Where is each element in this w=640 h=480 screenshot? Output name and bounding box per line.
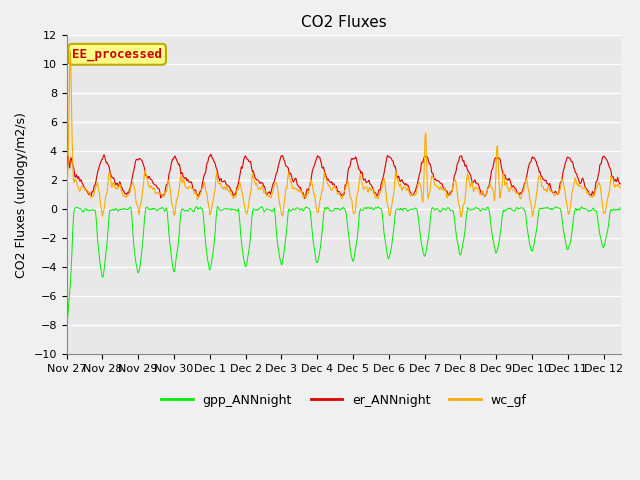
Text: EE_processed: EE_processed (72, 48, 162, 61)
Y-axis label: CO2 Fluxes (urology/m2/s): CO2 Fluxes (urology/m2/s) (15, 112, 28, 277)
Title: CO2 Fluxes: CO2 Fluxes (301, 15, 387, 30)
Legend: gpp_ANNnight, er_ANNnight, wc_gf: gpp_ANNnight, er_ANNnight, wc_gf (157, 389, 532, 412)
